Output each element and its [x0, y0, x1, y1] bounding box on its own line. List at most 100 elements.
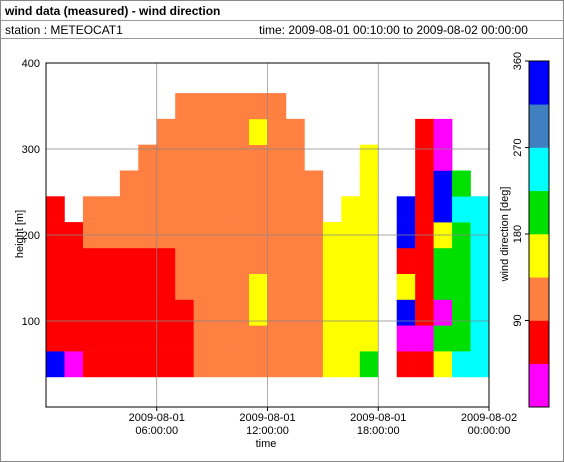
cell: [119, 351, 139, 378]
cell: [249, 118, 268, 145]
cell: [46, 325, 65, 352]
colorbar-segment: [529, 320, 549, 365]
cell: [322, 325, 342, 352]
colorbar-segment: [529, 104, 549, 148]
colorbar-tick-label: 360: [512, 52, 524, 70]
colorbar-segment: [529, 277, 549, 321]
colorbar-label: wind direction [deg]: [499, 187, 511, 283]
cell: [470, 351, 490, 378]
cell: [249, 351, 268, 378]
cell: [304, 170, 324, 197]
cell: [64, 247, 84, 274]
cell: [396, 351, 416, 378]
cell: [396, 247, 416, 274]
cell: [267, 170, 287, 197]
cell: [175, 170, 194, 197]
cell: [156, 196, 176, 223]
cell: [341, 273, 361, 300]
cell: [101, 351, 121, 378]
cell: [415, 196, 434, 223]
cell: [267, 351, 287, 378]
chart: height [m] time wind direction [deg] 100…: [14, 52, 550, 450]
y-tick-label: 200: [22, 230, 40, 242]
cell: [193, 196, 213, 223]
cell: [470, 196, 490, 223]
cell: [249, 170, 268, 197]
x-tick-label: 2009-08-02 00:00:00: [460, 412, 518, 437]
cell: [230, 170, 250, 197]
cell: [304, 247, 324, 274]
cell: [452, 196, 471, 223]
colorbar-tick-label: 180: [512, 225, 524, 243]
cell: [452, 351, 471, 378]
cell: [212, 170, 231, 197]
cell: [230, 196, 250, 223]
x-tick-label: 2009-08-01 18:00:00: [350, 412, 407, 437]
cell: [193, 351, 213, 378]
cell: [433, 273, 453, 300]
cell: [359, 170, 379, 197]
cell: [304, 196, 324, 223]
cell: [82, 273, 102, 300]
cell: [341, 299, 361, 326]
x-axis-label: time: [256, 438, 277, 450]
cell: [359, 247, 379, 274]
cell: [156, 351, 176, 378]
cell: [156, 299, 176, 326]
cell: [249, 93, 268, 120]
cell: [470, 299, 490, 326]
cell: [138, 351, 158, 378]
cell: [433, 196, 453, 223]
cell: [433, 144, 453, 171]
cell: [396, 273, 416, 300]
cell: [138, 273, 158, 300]
y-tick-label: 400: [22, 58, 40, 70]
cell: [359, 273, 379, 300]
cell: [359, 299, 379, 326]
cell: [267, 247, 287, 274]
cell: [175, 325, 194, 352]
cell: [212, 118, 231, 145]
cell: [341, 325, 361, 352]
cell: [415, 170, 434, 197]
cell: [138, 170, 158, 197]
cell: [101, 273, 121, 300]
cell: [175, 299, 194, 326]
cell: [193, 170, 213, 197]
cell: [175, 247, 194, 274]
cell: [46, 351, 65, 378]
cell: [304, 273, 324, 300]
cell: [304, 351, 324, 378]
cell: [212, 273, 231, 300]
cell: [267, 325, 287, 352]
x-tick-label-box: 2009-08-01 12:00:00: [239, 412, 295, 437]
cell: [415, 325, 434, 352]
cell: [175, 118, 194, 145]
cell: [415, 299, 434, 326]
cell: [267, 144, 287, 171]
cell: [285, 325, 305, 352]
cell: [82, 247, 102, 274]
cell: [452, 273, 471, 300]
colorbar-segment: [529, 363, 549, 408]
cell: [156, 144, 176, 171]
cell: [267, 299, 287, 326]
cell: [415, 273, 434, 300]
cell: [396, 196, 416, 223]
cell: [249, 247, 268, 274]
cell: [230, 144, 250, 171]
cell: [415, 351, 434, 378]
cell: [285, 351, 305, 378]
cell: [119, 196, 139, 223]
cell: [433, 299, 453, 326]
cell: [46, 247, 65, 274]
cell: [138, 247, 158, 274]
cell: [452, 170, 471, 197]
cell: [433, 170, 453, 197]
cell: [322, 299, 342, 326]
cell: [193, 325, 213, 352]
cell: [64, 351, 84, 378]
colorbar-tick-label: 90: [512, 314, 524, 326]
cell: [433, 325, 453, 352]
